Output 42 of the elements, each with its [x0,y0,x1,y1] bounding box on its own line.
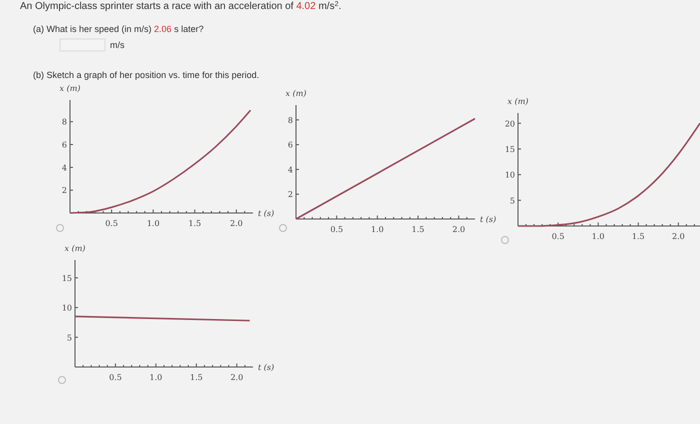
x-tick-label: 0.5 [552,232,564,241]
y-tick-label: 5 [66,333,72,342]
y-tick-label: 2 [288,190,293,200]
y-tick-label: 8 [288,116,293,125]
x-tick-label: 2.0 [452,225,466,234]
x-tick-label: 1.5 [190,373,203,382]
y-tick-label: 20 [504,119,515,128]
y-axis-title: x (m) [60,84,80,93]
y-axis-title: x (m) [508,97,528,106]
x-tick-label: 1.0 [150,373,162,382]
x-tick-label: 0.5 [105,219,118,228]
y-tick-label: 6 [288,140,293,150]
x-tick-label: 1.5 [412,225,424,234]
x-tick-label: 0.5 [109,373,122,382]
x-axis-title: t (s) [480,215,496,224]
x-tick-label: 1.5 [188,219,202,228]
y-tick-label: 15 [62,274,72,283]
x-tick-label: 1.5 [632,232,645,241]
x-tick-label: 1.0 [146,219,160,228]
y-axis-title: x (m) [64,244,86,253]
y-tick-label: 6 [62,140,67,150]
x-tick-label: 0.5 [330,225,344,234]
chart-title: An Olympic-class sprinter starts a race with an acceleration of 4.02 m/s$^{2}$. [20,0,342,12]
y-tick-label: 10 [504,170,515,180]
y-tick-label: 4 [288,165,293,174]
y-tick-label: 8 [62,118,67,127]
y-tick-label: 4 [62,163,67,172]
x-tick-label: 2.0 [230,373,244,382]
y-tick-label: 15 [504,144,515,154]
x-tick-label: 1.0 [370,225,384,234]
text: (b) Sketch a graph of her position vs. time for this period. [33,70,260,80]
x-tick-label: 2.0 [230,219,243,228]
x-axis-title: t (s) [258,209,274,218]
y-tick-label: 10 [62,304,72,313]
x-tick-label: 2.0 [672,232,685,241]
x-axis-title: t (s) [258,363,274,372]
y-tick-label: 2 [62,186,67,196]
text: (a) What is her speed (in m/s) 2.06 s later? [33,24,204,34]
y-tick-label: 5 [510,196,515,206]
text: m/s [110,40,125,50]
y-axis-title: x (m) [286,89,306,98]
x-tick-label: 1.0 [592,232,605,241]
